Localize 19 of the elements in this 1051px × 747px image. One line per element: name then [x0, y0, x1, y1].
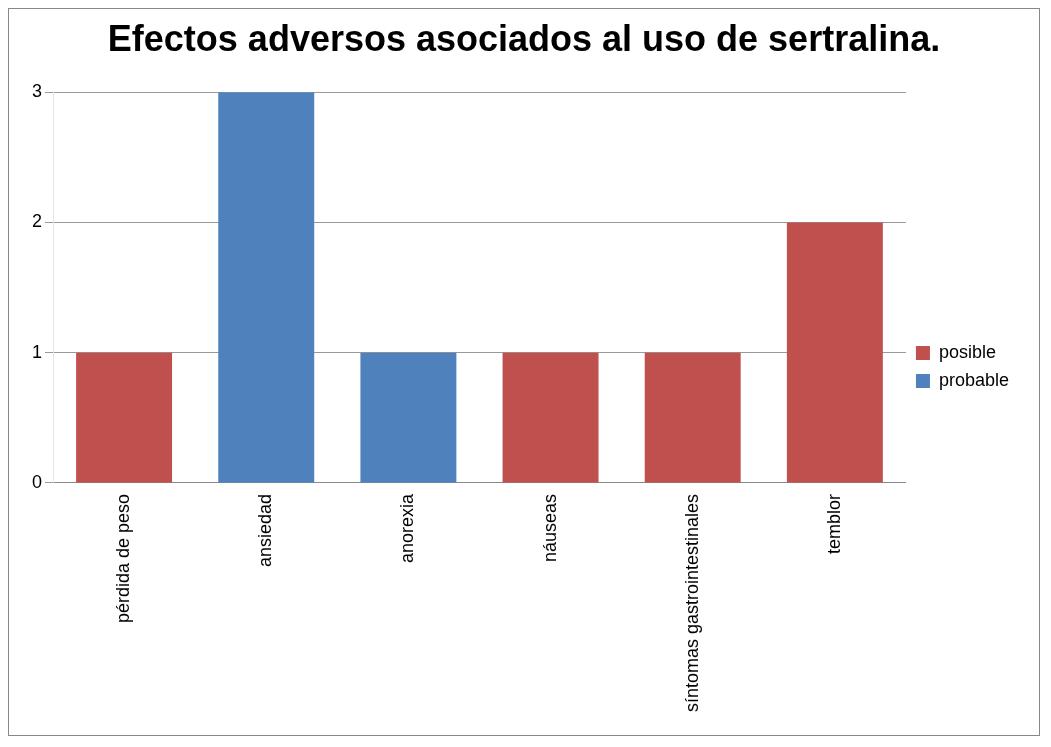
- y-tick-label: 0: [32, 471, 43, 492]
- x-tick-label: pérdida de peso: [113, 493, 134, 623]
- legend-label: posible: [938, 341, 996, 362]
- bar: [502, 352, 599, 483]
- x-tick-label: náuseas: [539, 493, 560, 562]
- x-tick-label: síntomas gastrointestinales: [681, 493, 702, 712]
- bar: [786, 222, 883, 483]
- y-tick-label: 2: [32, 211, 43, 232]
- bar: [218, 92, 315, 483]
- bar: [360, 352, 457, 483]
- x-tick-label: ansiedad: [255, 493, 276, 567]
- x-tick-label: anorexia: [397, 492, 418, 563]
- bar: [76, 352, 173, 483]
- x-tick-label: temblor: [823, 493, 844, 554]
- y-tick-label: 3: [32, 81, 43, 102]
- bar: [644, 352, 741, 483]
- chart-title: Efectos adversos asociados al uso de sertralina.: [107, 17, 941, 59]
- legend-label: probable: [938, 369, 1009, 390]
- y-tick-label: 1: [32, 341, 43, 362]
